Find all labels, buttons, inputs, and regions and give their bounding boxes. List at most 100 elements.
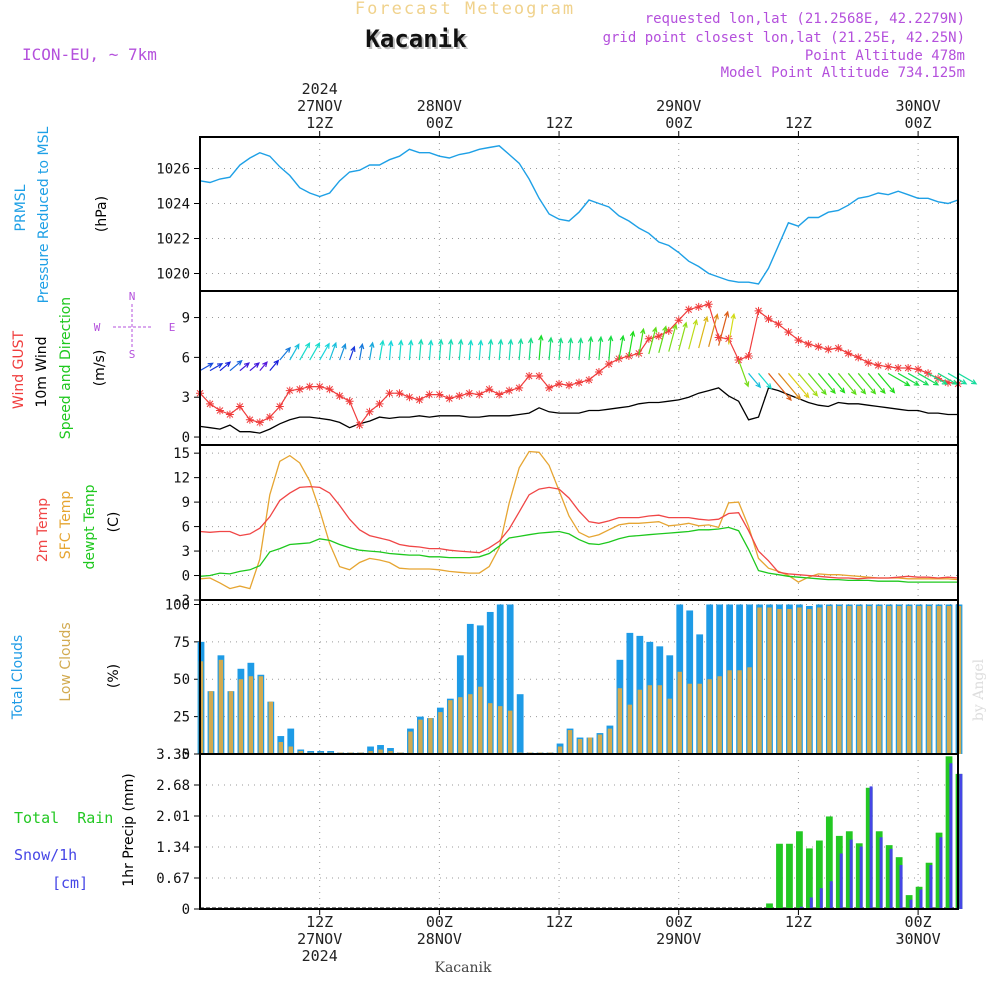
wind-arrow	[668, 323, 678, 352]
gust-point	[405, 393, 414, 402]
watermark: by Angel	[971, 658, 987, 721]
bottom-time-label: 12Z	[306, 913, 333, 931]
compass-e: E	[169, 321, 176, 334]
bottom-time-label: 00Z	[905, 913, 932, 931]
wind-arrow	[758, 372, 772, 390]
wind-arrow	[398, 339, 404, 361]
ytick-label: 0	[182, 569, 190, 585]
snow-bar	[959, 773, 963, 909]
gust-point	[814, 342, 823, 351]
gust-point	[884, 362, 893, 371]
low-cloud-label: Low Clouds	[58, 622, 74, 701]
gust-point	[355, 421, 364, 430]
gust-point	[215, 406, 224, 415]
temp-unit: (C)	[106, 512, 122, 533]
wind-arrow	[678, 321, 688, 351]
ytick-label: 3	[182, 544, 190, 560]
top-time-label: 00Z	[426, 114, 453, 132]
snow-bar	[909, 899, 913, 909]
panel-temperature: -3 0 3 6 9 12 15	[173, 445, 959, 609]
wind-arrow	[448, 338, 454, 361]
gust-point	[335, 391, 344, 400]
gust-point	[305, 382, 314, 391]
snow-label: Snow/1h	[14, 846, 77, 864]
snow-bar	[879, 837, 883, 909]
gust-point	[704, 300, 713, 309]
wind-arrow	[618, 334, 626, 361]
low-cloud-bar	[567, 730, 573, 754]
low-cloud-bar	[807, 608, 812, 754]
low-cloud-bar	[438, 712, 443, 754]
snow-bar	[949, 763, 953, 909]
wind-arrow	[708, 313, 719, 347]
rain-bar	[776, 843, 783, 909]
bottom-time-label: 30NOV	[896, 930, 941, 948]
total-cloud-bar	[686, 610, 694, 754]
total-cloud-label: Total Clouds	[10, 635, 26, 720]
gust-point	[924, 369, 933, 378]
gust-point	[415, 395, 424, 404]
wind-arrow	[289, 343, 300, 361]
panel-precip: 0 0.67 1.34 2.01 2.68 3.35	[156, 747, 963, 918]
gust-point	[844, 349, 853, 358]
gust-point	[525, 371, 534, 380]
gust-point	[295, 385, 304, 394]
panel-clouds: 0 25 50 75 100	[165, 597, 963, 763]
low-cloud-bar	[827, 605, 832, 754]
panel-frame	[199, 444, 959, 601]
low-cloud-bar	[238, 679, 244, 754]
panel-frame	[199, 599, 959, 755]
low-cloud-bar	[886, 605, 892, 754]
gust-point	[235, 402, 244, 411]
low-cloud-bar	[627, 704, 633, 754]
gust-point	[864, 358, 873, 367]
low-cloud-bar	[577, 739, 583, 754]
wind-arrow	[927, 372, 948, 385]
wind-arrow	[907, 372, 930, 386]
wind-arrow	[239, 362, 250, 372]
snow-bar	[829, 881, 833, 909]
precip-unit: 1hr Precip (mm)	[121, 773, 137, 886]
low-cloud-bar	[817, 607, 822, 754]
gust-point	[784, 328, 793, 337]
low-cloud-bar	[208, 691, 214, 754]
gust-point	[914, 365, 923, 374]
rain-bar	[885, 845, 893, 909]
low-cloud-bar	[936, 605, 942, 754]
total-cloud-bar	[367, 746, 374, 754]
low-cloud-bar	[727, 670, 732, 754]
wind-arrow	[408, 339, 414, 361]
wind-arrow	[349, 345, 356, 361]
wind-arrow	[458, 338, 464, 361]
compass-w: W	[94, 321, 101, 334]
low-cloud-bar	[777, 608, 782, 754]
gust-point	[275, 402, 284, 411]
panel-frame	[199, 290, 959, 446]
gust-point	[684, 305, 693, 314]
gust-point	[535, 371, 544, 380]
gust-point	[385, 389, 394, 398]
low-cloud-bar	[288, 746, 293, 754]
rain-bar	[905, 895, 913, 909]
top-time-label: 29NOV	[656, 97, 701, 115]
top-time-label: 2024	[302, 80, 338, 98]
wind-arrow	[229, 359, 243, 372]
gust-point	[285, 386, 294, 395]
forecast-title: Forecast Meteogram	[355, 0, 575, 19]
low-cloud-bar	[408, 731, 413, 754]
top-time-label: 28NOV	[417, 97, 462, 115]
gust-point	[644, 334, 653, 343]
wind-arrow	[957, 372, 978, 385]
top-time-label: 00Z	[905, 114, 932, 132]
wind-arrow	[329, 341, 337, 361]
low-cloud-bar	[657, 685, 662, 754]
rain-bar	[766, 903, 773, 909]
wind-arrow	[698, 315, 709, 349]
gust-point	[664, 326, 673, 335]
compass-s: S	[129, 348, 136, 361]
ytick-label: 1024	[156, 197, 190, 213]
low-cloud-bar	[268, 701, 274, 754]
bottom-time-label: 29NOV	[656, 930, 701, 948]
bottom-time-label: 28NOV	[417, 930, 462, 948]
